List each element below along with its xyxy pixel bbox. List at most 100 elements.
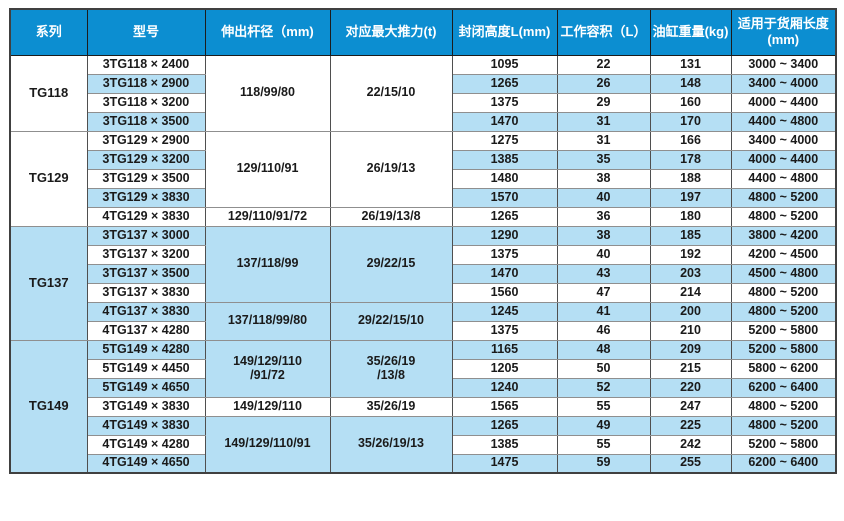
- table-row: 4TG137 × 3830 137/118/99/80 29/22/15/10 124…: [10, 301, 837, 341]
- volume-cell: 29: [556, 92, 651, 113]
- rod-diameter-cell: 149/129/110/91: [204, 415, 331, 474]
- table-row: 3TG118 × 2900 1265 26 148 3400 ~ 4000: [10, 73, 837, 94]
- closed-height-cell: 1385: [451, 149, 558, 170]
- weight-cell: 131: [649, 54, 732, 75]
- box-length-cell: 5200 ~ 5800: [730, 339, 837, 360]
- weight-cell: 203: [649, 263, 732, 284]
- closed-height-cell: 1290: [451, 225, 558, 246]
- table-row: 3TG129 × 3830 1570 40 197 4800 ~ 5200: [10, 187, 837, 208]
- table-row: 5TG149 × 4650 1240 52 220 6200 ~ 6400: [10, 377, 837, 398]
- volume-cell: 22: [556, 54, 651, 75]
- model-cell: 3TG118 × 2400: [86, 54, 206, 75]
- volume-cell: 26: [556, 73, 651, 94]
- model-cell: 3TG129 × 2900: [86, 130, 206, 151]
- rod-diameter-cell: 137/118/99: [204, 225, 331, 303]
- closed-height-cell: 1165: [451, 339, 558, 360]
- weight-cell: 178: [649, 149, 732, 170]
- model-cell: 3TG118 × 3500: [86, 111, 206, 132]
- weight-cell: 160: [649, 92, 732, 113]
- model-cell: 4TG137 × 4280: [86, 320, 206, 341]
- closed-height-cell: 1265: [451, 415, 558, 436]
- closed-height-cell: 1475: [451, 453, 558, 474]
- weight-cell: 148: [649, 73, 732, 94]
- column-header-rod: 伸出杆径（mm): [204, 8, 331, 56]
- model-cell: 3TG137 × 3000: [86, 225, 206, 246]
- closed-height-cell: 1560: [451, 282, 558, 303]
- table-row: 4TG137 × 4280 1375 46 210 5200 ~ 5800: [10, 320, 837, 341]
- box-length-cell: 3800 ~ 4200: [730, 225, 837, 246]
- thrust-cell: 26/19/13: [329, 130, 453, 208]
- table-row: 4TG149 × 3830 149/129/110/91 35/26/19/13 12…: [10, 415, 837, 474]
- box-length-cell: 4800 ~ 5200: [730, 187, 837, 208]
- volume-cell: 59: [556, 453, 651, 474]
- box-length-cell: 3400 ~ 4000: [730, 130, 837, 151]
- rod-diameter-cell: 129/110/91: [204, 130, 331, 208]
- model-cell: 4TG149 × 4650: [86, 453, 206, 474]
- model-cell: 4TG137 × 3830: [86, 301, 206, 322]
- model-cell: 3TG137 × 3200: [86, 244, 206, 265]
- closed-height-cell: 1205: [451, 358, 558, 379]
- table-row: 3TG129 × 3200 1385 35 178 4000 ~ 4400: [10, 149, 837, 170]
- cylinder-spec-table: 系列 型号 伸出杆径（mm) 对应最大推力(t) 封闭高度L(mm) 工作容积（L） 油缸重…: [9, 8, 837, 474]
- table-row: 5TG149 × 4450 1205 50 215 5800 ~ 6200: [10, 358, 837, 379]
- volume-cell: 49: [556, 415, 651, 436]
- model-cell: 3TG137 × 3830: [86, 282, 206, 303]
- weight-cell: 215: [649, 358, 732, 379]
- table-row: 3TG137 × 3500 1470 43 203 4500 ~ 4800: [10, 263, 837, 284]
- volume-cell: 31: [556, 130, 651, 151]
- volume-cell: 31: [556, 111, 651, 132]
- box-length-cell: 4400 ~ 4800: [730, 168, 837, 189]
- weight-cell: 210: [649, 320, 732, 341]
- volume-cell: 48: [556, 339, 651, 360]
- box-length-cell: 5800 ~ 6200: [730, 358, 837, 379]
- model-cell: 3TG129 × 3500: [86, 168, 206, 189]
- spec-table-body: TG118 3TG118 × 2400 118/99/80 22/15/10 1095 2…: [9, 54, 837, 474]
- model-cell: 3TG137 × 3500: [86, 263, 206, 284]
- closed-height-cell: 1570: [451, 187, 558, 208]
- model-cell: 3TG129 × 3200: [86, 149, 206, 170]
- closed-height-cell: 1375: [451, 320, 558, 341]
- weight-cell: 180: [649, 206, 732, 227]
- volume-cell: 47: [556, 282, 651, 303]
- rod-diameter-cell: 149/129/110: [204, 396, 331, 417]
- thrust-cell: 22/15/10: [329, 54, 453, 132]
- box-length-cell: 5200 ~ 5800: [730, 320, 837, 341]
- thrust-cell: 35/26/19 /13/8: [329, 339, 453, 398]
- box-length-cell: 4200 ~ 4500: [730, 244, 837, 265]
- table-row: 3TG118 × 3200 1375 29 160 4000 ~ 4400: [10, 92, 837, 113]
- rod-diameter-cell: 118/99/80: [204, 54, 331, 132]
- rod-diameter-cell: 129/110/91/72: [204, 206, 331, 227]
- series-cell: TG137: [9, 225, 88, 341]
- table-row: TG137 3TG137 × 3000 137/118/99 29/22/15 1290…: [9, 225, 837, 341]
- box-length-cell: 6200 ~ 6400: [730, 453, 837, 474]
- column-header-thrust: 对应最大推力(t): [329, 8, 453, 56]
- weight-cell: 255: [649, 453, 732, 474]
- box-length-cell: 3000 ~ 3400: [730, 54, 837, 75]
- closed-height-cell: 1240: [451, 377, 558, 398]
- table-row: 3TG137 × 3200 1375 40 192 4200 ~ 4500: [10, 244, 837, 265]
- box-length-cell: 4800 ~ 5200: [730, 301, 837, 322]
- column-header-series: 系列: [9, 8, 88, 56]
- box-length-cell: 3400 ~ 4000: [730, 73, 837, 94]
- spec-sheet: 系列 型号 伸出杆径（mm) 对应最大推力(t) 封闭高度L(mm) 工作容积（L） 油缸重…: [9, 8, 837, 474]
- volume-cell: 36: [556, 206, 651, 227]
- model-cell: 4TG149 × 4280: [86, 434, 206, 455]
- closed-height-cell: 1375: [451, 92, 558, 113]
- volume-cell: 40: [556, 244, 651, 265]
- model-cell: 4TG149 × 3830: [86, 415, 206, 436]
- table-row: 4TG129 × 3830 129/110/91/72 26/19/13/8 1265…: [10, 206, 837, 227]
- model-cell: 4TG129 × 3830: [86, 206, 206, 227]
- box-length-cell: 4800 ~ 5200: [730, 206, 837, 227]
- box-length-cell: 4800 ~ 5200: [730, 396, 837, 417]
- closed-height-cell: 1565: [451, 396, 558, 417]
- table-row: TG149 5TG149 × 4280 149/129/110 /91/72 35/2…: [9, 339, 837, 474]
- closed-height-cell: 1470: [451, 111, 558, 132]
- rod-diameter-cell: 137/118/99/80: [204, 301, 331, 341]
- series-cell: TG129: [9, 130, 88, 227]
- thrust-cell: 35/26/19: [329, 396, 453, 417]
- closed-height-cell: 1375: [451, 244, 558, 265]
- volume-cell: 55: [556, 434, 651, 455]
- box-length-cell: 5200 ~ 5800: [730, 434, 837, 455]
- weight-cell: 247: [649, 396, 732, 417]
- model-cell: 5TG149 × 4650: [86, 377, 206, 398]
